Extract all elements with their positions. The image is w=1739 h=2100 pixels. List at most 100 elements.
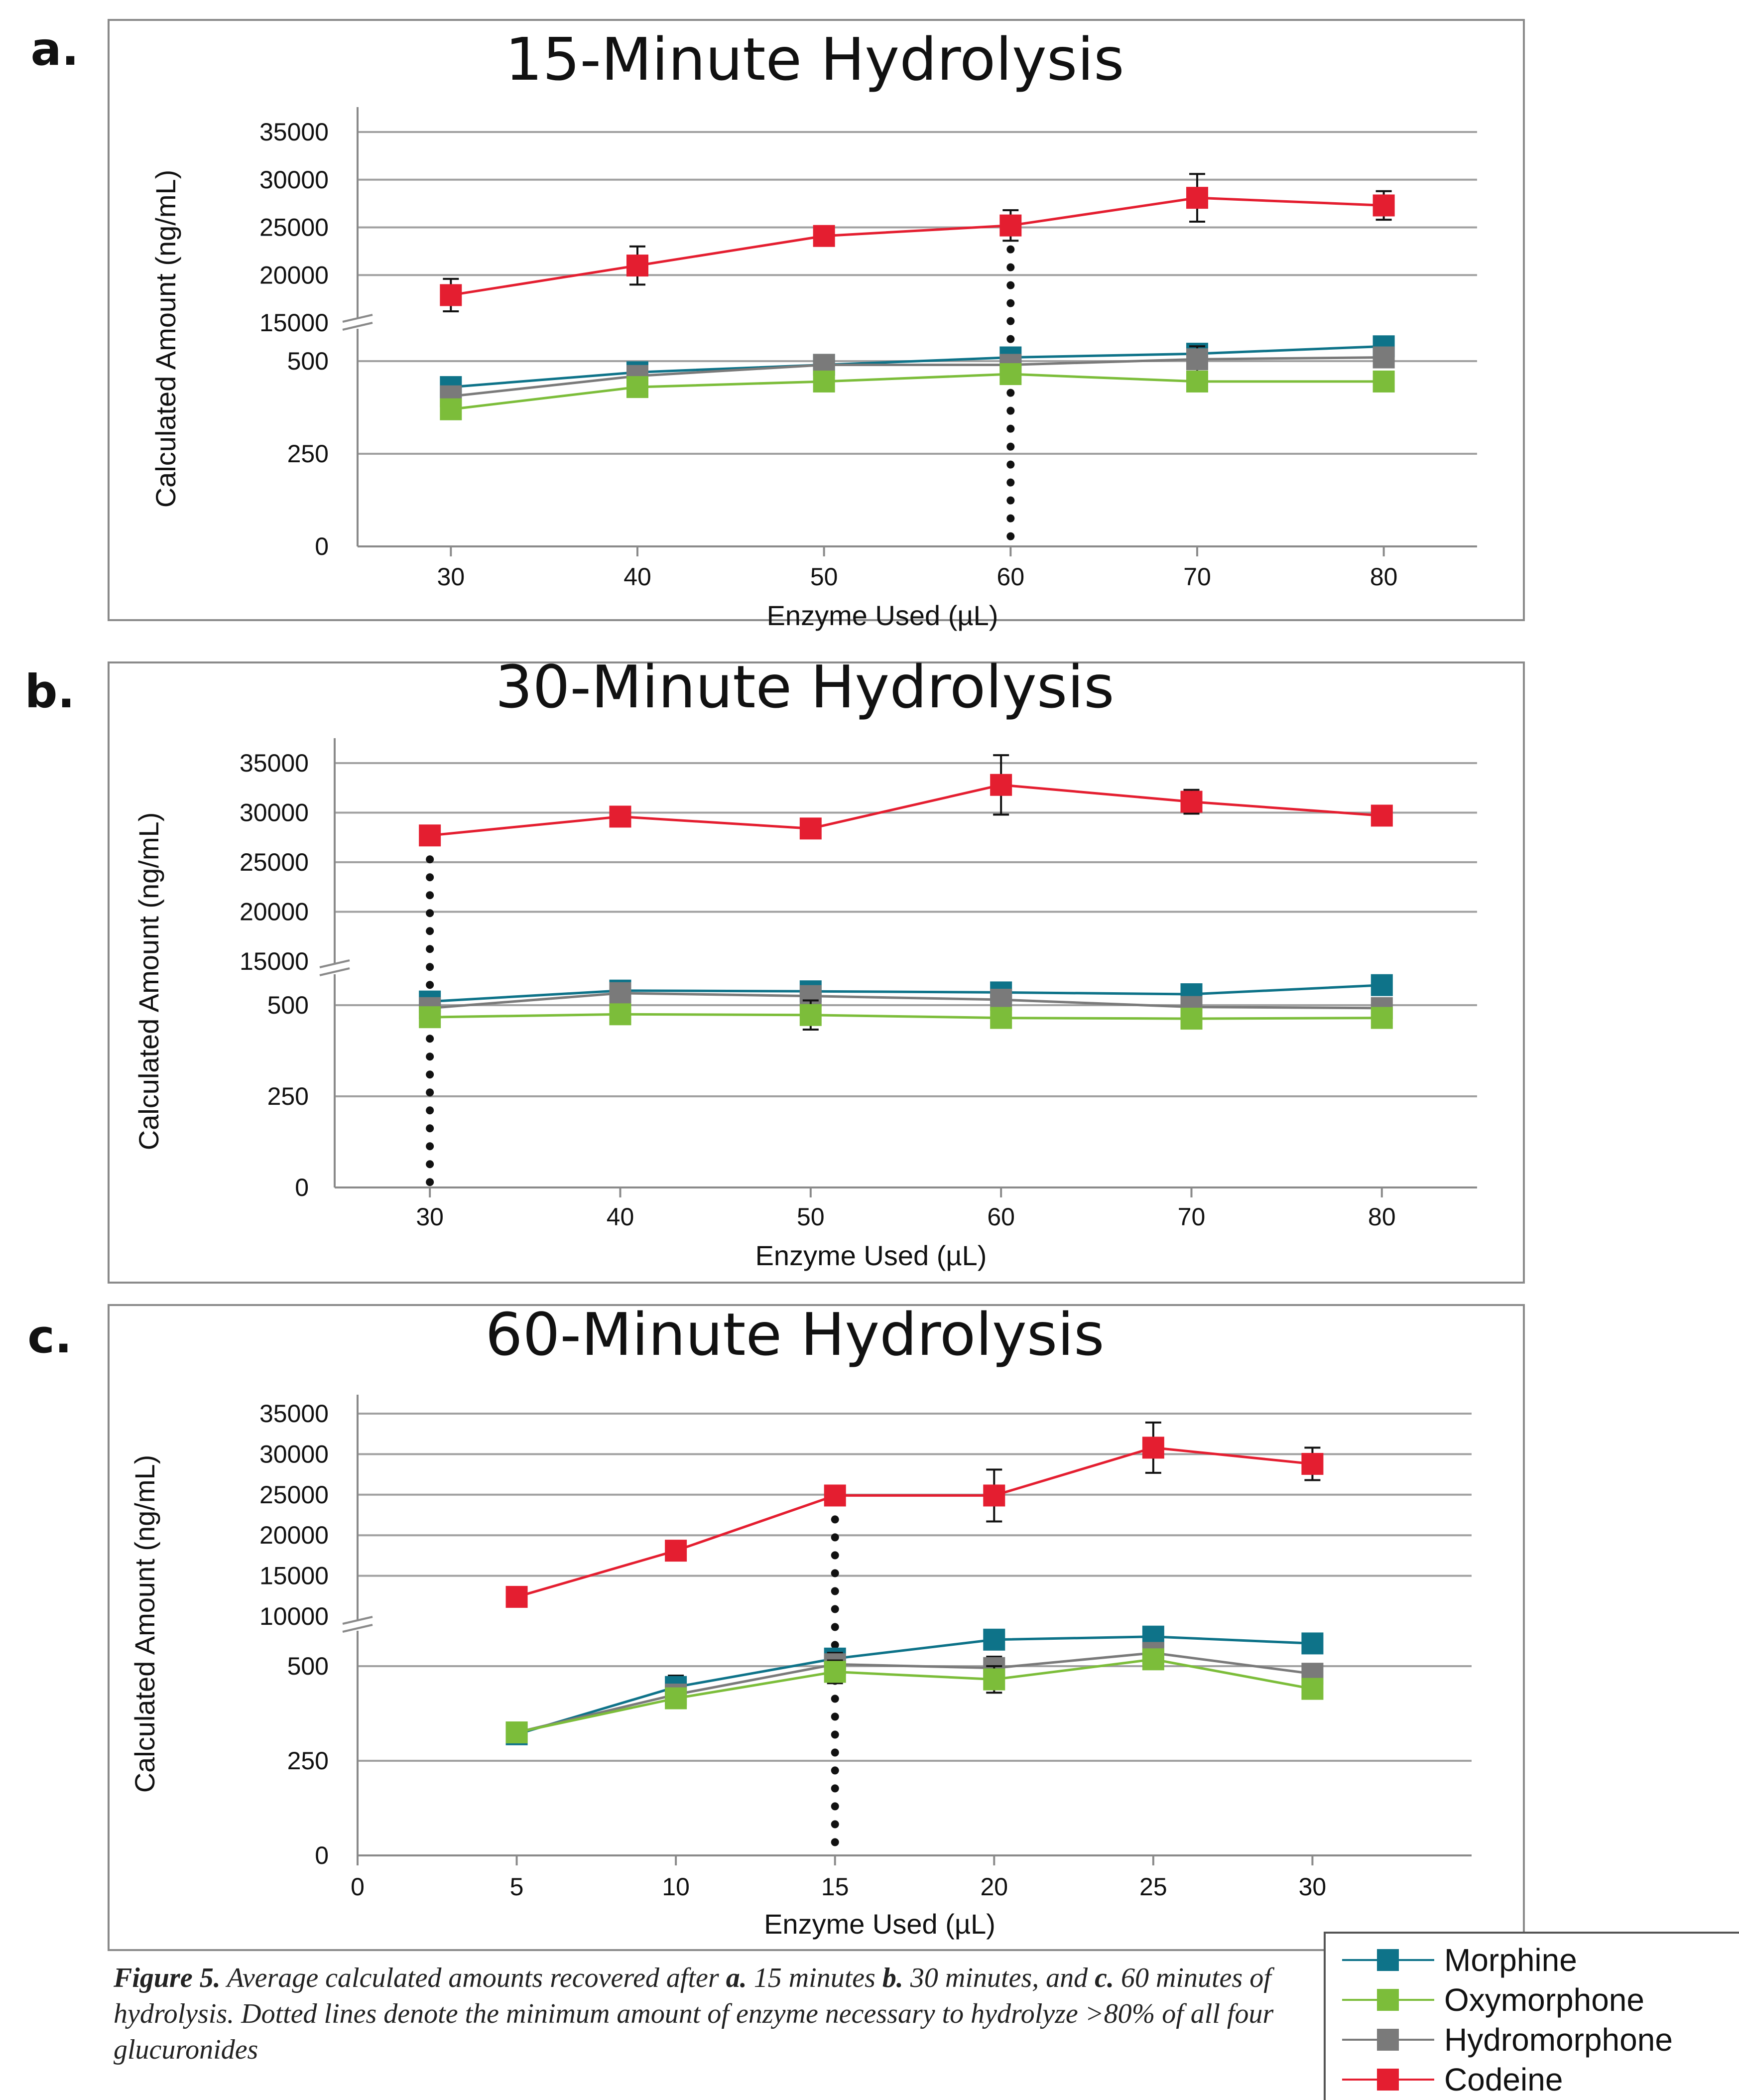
y-tick-label: 35000 — [259, 1400, 329, 1428]
x-tick-label: 70 — [1178, 1203, 1206, 1231]
x-tick-label: 80 — [1368, 1203, 1396, 1231]
series-line-hydromorphone — [516, 1651, 1313, 1734]
data-point-codeine — [824, 1484, 846, 1507]
dotted-line-dot — [426, 1142, 434, 1151]
y-tick-label: 0 — [315, 1841, 329, 1869]
dotted-line-dot — [831, 1623, 839, 1631]
y-tick-label: 10000 — [259, 1602, 329, 1630]
y-tick-label: 15000 — [259, 309, 329, 337]
data-point-codeine — [609, 805, 631, 828]
series-line-codeine — [450, 196, 1384, 296]
dotted-line-dot — [831, 1533, 839, 1542]
x-tick-label: 40 — [607, 1203, 634, 1231]
dotted-line-dot — [426, 891, 434, 900]
y-axis-label: Calculated Amount (ng/mL) — [133, 812, 164, 1151]
data-point-morphine — [983, 1628, 1005, 1651]
panel-label: a. — [30, 22, 79, 76]
chart-panel-2: c. 60-Minute Hydrolysis025050010000150002… — [27, 1300, 1525, 1951]
caption-figure-label: Figure 5. — [114, 1963, 221, 1993]
series-line-oxymorphone — [516, 1658, 1313, 1734]
y-tick-label: 500 — [287, 347, 329, 375]
data-point-oxymorphone — [990, 1007, 1012, 1029]
panel-label: c. — [27, 1310, 72, 1363]
data-point-codeine — [813, 225, 835, 247]
data-point-codeine — [505, 1585, 528, 1608]
x-tick-label: 30 — [437, 563, 465, 591]
dotted-line-dot — [831, 1784, 839, 1793]
dotted-line-dot — [831, 1641, 839, 1649]
dotted-line-dot — [1006, 406, 1015, 415]
data-point-codeine — [626, 255, 648, 277]
data-point-codeine — [799, 817, 822, 840]
dotted-line-dot — [1006, 335, 1015, 343]
x-tick-label: 60 — [997, 563, 1025, 591]
y-tick-label: 250 — [287, 1747, 329, 1775]
data-point-codeine — [999, 214, 1022, 237]
chart-title: 30-Minute Hydrolysis — [495, 653, 1114, 721]
y-tick-label: 30000 — [240, 799, 309, 827]
data-point-oxymorphone — [665, 1687, 687, 1709]
data-point-oxymorphone — [626, 376, 648, 398]
y-tick-label: 20000 — [259, 1521, 329, 1549]
x-axis-label: Enzyme Used (µL) — [764, 1908, 995, 1940]
caption-segment: Average calculated amounts recovered aft… — [227, 1963, 726, 1993]
data-point-oxymorphone — [419, 1006, 441, 1029]
dotted-line-dot — [1006, 478, 1015, 487]
x-tick-label: 40 — [623, 563, 651, 591]
data-point-oxymorphone — [824, 1661, 846, 1683]
dotted-line-dot — [1006, 532, 1015, 540]
dotted-line-dot — [426, 1035, 434, 1043]
dotted-line-dot — [831, 1712, 839, 1721]
caption-segment: c. — [1095, 1963, 1114, 1993]
dotted-line-dot — [831, 1569, 839, 1577]
axis-break-mark — [319, 959, 350, 968]
dotted-line-dot — [831, 1605, 839, 1613]
dotted-line-dot — [1006, 424, 1015, 433]
axis-break-mark — [319, 967, 350, 976]
x-tick-label: 50 — [810, 563, 838, 591]
dotted-line-dot — [1006, 299, 1015, 307]
series-line-hydromorphone — [429, 992, 1382, 1010]
data-point-codeine — [419, 824, 441, 847]
y-axis-label: Calculated Amount (ng/mL) — [129, 1455, 160, 1793]
dotted-line-dot — [831, 1551, 839, 1560]
y-tick-label: 35000 — [259, 118, 329, 146]
y-tick-label: 250 — [267, 1082, 309, 1110]
series-line-morphine — [430, 984, 1382, 1003]
dotted-line-dot — [831, 1838, 839, 1846]
dotted-line-dot — [831, 1695, 839, 1703]
series-line-codeine — [429, 784, 1382, 837]
y-tick-label: 30000 — [259, 1440, 329, 1468]
series-line-codeine — [516, 1446, 1313, 1598]
legend: Morphine Oxymorphone Hydromorphone Codeine — [1324, 1932, 1739, 2100]
x-tick-label: 10 — [662, 1873, 690, 1901]
data-point-oxymorphone — [505, 1721, 528, 1743]
x-tick-label: 50 — [797, 1203, 825, 1231]
dotted-line-dot — [426, 855, 434, 864]
data-point-oxymorphone — [999, 363, 1022, 386]
chart-title: 15-Minute Hydrolysis — [505, 25, 1124, 94]
y-tick-label: 0 — [295, 1174, 309, 1201]
y-tick-label: 15000 — [259, 1562, 329, 1590]
x-tick-label: 60 — [987, 1203, 1015, 1231]
x-axis-label: Enzyme Used (µL) — [767, 600, 998, 631]
dotted-line-dot — [426, 1070, 434, 1079]
legend-swatch — [1377, 2029, 1399, 2051]
legend-swatch — [1377, 1949, 1399, 1971]
dotted-line-dot — [426, 909, 434, 918]
data-point-oxymorphone — [1370, 1007, 1393, 1029]
x-tick-label: 25 — [1139, 1873, 1167, 1901]
chart-frame — [108, 1304, 1525, 1951]
y-tick-label: 15000 — [240, 947, 309, 975]
data-point-morphine — [1370, 974, 1393, 996]
dotted-line-dot — [426, 873, 434, 882]
data-point-codeine — [665, 1540, 687, 1562]
data-point-codeine — [1301, 1452, 1324, 1475]
axis-break-mark — [342, 314, 373, 323]
dotted-line-dot — [831, 1730, 839, 1739]
legend-label: Morphine — [1444, 1942, 1577, 1978]
y-axis-label: Calculated Amount (ng/mL) — [150, 170, 181, 508]
chart-panel-1: b. 30-Minute Hydrolysis 0 250 500 15000 20000 2… — [25, 653, 1525, 1284]
data-point-morphine — [1301, 1632, 1324, 1655]
dotted-line-dot — [1006, 514, 1015, 523]
